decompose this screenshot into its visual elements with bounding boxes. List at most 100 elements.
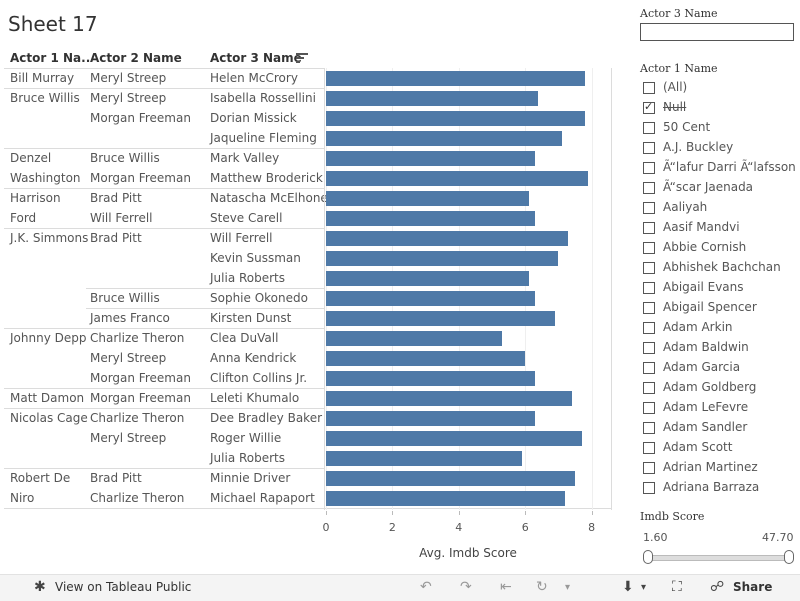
filter-option-label: Adam LeFevre (663, 400, 749, 414)
table-cell-a2: Morgan Freeman (90, 171, 191, 185)
checkbox-icon[interactable] (643, 422, 655, 434)
checkbox-icon[interactable] (643, 122, 655, 134)
checkbox-icon[interactable] (643, 462, 655, 474)
bar[interactable] (326, 270, 529, 286)
share-button[interactable]: Share (733, 580, 773, 594)
x-tick-mark (458, 511, 460, 515)
checkbox-icon[interactable] (643, 262, 655, 274)
sort-icon[interactable] (296, 53, 308, 63)
row-divider (4, 68, 324, 69)
header-actor1[interactable]: Actor 1 Na.. (10, 51, 91, 65)
x-tick-label: 0 (322, 521, 330, 534)
table-cell-a2: Charlize Theron (90, 491, 185, 505)
checkbox-icon[interactable] (643, 142, 655, 154)
checkbox-icon[interactable] (643, 362, 655, 374)
row-divider (4, 388, 324, 389)
bar[interactable] (326, 190, 529, 206)
bar[interactable] (326, 450, 522, 466)
bar[interactable] (326, 390, 572, 406)
checkbox-icon[interactable] (643, 302, 655, 314)
footer-toolbar: ✱ View on Tableau Public ↶ ↷ ⇤ ↻ ▾ ⬇ ▾ ⛶… (0, 574, 800, 601)
checkbox-icon[interactable] (643, 282, 655, 294)
table-cell-a1: J.K. Simmons (10, 231, 89, 245)
bar[interactable] (326, 430, 582, 446)
table-cell-a3: Mark Valley (210, 151, 280, 165)
refresh-dropdown-icon[interactable]: ▾ (565, 582, 571, 593)
imdb-slider-max-handle[interactable] (784, 550, 794, 564)
bar[interactable] (326, 310, 556, 326)
x-tick-mark (525, 511, 527, 515)
gridline (392, 68, 394, 510)
filter-option-label: Abbie Cornish (663, 240, 747, 254)
table-cell-a2: Morgan Freeman (90, 111, 191, 125)
checkbox-icon[interactable] (643, 222, 655, 234)
checkbox-icon[interactable] (643, 342, 655, 354)
redo-icon[interactable]: ↷ (460, 579, 472, 595)
row-divider (4, 228, 324, 229)
bar[interactable] (326, 490, 566, 506)
table-cell-a3: Steve Carell (210, 211, 283, 225)
view-on-tableau-link[interactable]: View on Tableau Public (55, 580, 192, 594)
checkbox-icon[interactable] (643, 182, 655, 194)
table-cell-a3: Anna Kendrick (210, 351, 297, 365)
table-cell-a3: Matthew Broderick (210, 171, 323, 185)
checkbox-icon[interactable] (643, 402, 655, 414)
table-cell-a3: Clifton Collins Jr. (210, 371, 308, 385)
bar[interactable] (326, 170, 589, 186)
gridline (458, 68, 460, 510)
share-icon[interactable]: ☍ (710, 579, 725, 595)
checkbox-icon[interactable] (643, 202, 655, 214)
download-icon[interactable]: ⬇ (622, 579, 634, 595)
sheet-title: Sheet 17 (8, 12, 98, 36)
imdb-slider-track[interactable] (647, 555, 791, 561)
bar[interactable] (326, 250, 559, 266)
table-cell-a2: Meryl Streep (90, 71, 167, 85)
plot-area (324, 68, 612, 510)
checkbox-icon[interactable] (643, 442, 655, 454)
undo-icon[interactable]: ↶ (420, 579, 432, 595)
table-cell-a2: Charlize Theron (90, 411, 185, 425)
bar[interactable] (326, 150, 536, 166)
row-divider (4, 468, 324, 469)
bar[interactable] (326, 290, 536, 306)
checkbox-icon[interactable] (643, 322, 655, 334)
header-actor2[interactable]: Actor 2 Name (90, 51, 182, 65)
table-cell-a2: Meryl Streep (90, 431, 167, 445)
checkbox-icon[interactable] (643, 242, 655, 254)
revert-icon[interactable]: ⇤ (500, 579, 512, 595)
bar[interactable] (326, 410, 536, 426)
download-dropdown-icon[interactable]: ▾ (641, 582, 647, 593)
bar[interactable] (326, 230, 569, 246)
checkbox-icon[interactable] (643, 162, 655, 174)
table-cell-a2: Morgan Freeman (90, 391, 191, 405)
checkbox-icon[interactable] (643, 382, 655, 394)
bar[interactable] (326, 350, 526, 366)
table-cell-a1: Harrison (10, 191, 61, 205)
fullscreen-icon[interactable]: ⛶ (672, 579, 682, 595)
table-cell-a3: Will Ferrell (210, 231, 273, 245)
header-actor3[interactable]: Actor 3 Name (210, 51, 302, 65)
bar[interactable] (326, 90, 539, 106)
refresh-icon[interactable]: ↻ (536, 579, 548, 595)
row-divider (4, 88, 324, 89)
row-divider (4, 408, 324, 409)
table-cell-a3: Jaqueline Fleming (210, 131, 317, 145)
table-cell-a2: Charlize Theron (90, 331, 185, 345)
actor3-search-input[interactable] (640, 23, 794, 41)
imdb-range-max: 47.70 (762, 531, 794, 544)
bar[interactable] (326, 330, 502, 346)
filter-option-label: Adam Baldwin (663, 340, 749, 354)
filter-option-label: Abigail Spencer (663, 300, 757, 314)
table-cell-a3: Michael Rapaport (210, 491, 315, 505)
table-cell-a1: Ford (10, 211, 37, 225)
bar[interactable] (326, 370, 536, 386)
bar[interactable] (326, 470, 575, 486)
bar[interactable] (326, 110, 585, 126)
checkbox-icon[interactable] (643, 482, 655, 494)
checkbox-icon[interactable] (643, 82, 655, 94)
bar[interactable] (326, 210, 536, 226)
imdb-slider-min-handle[interactable] (643, 550, 653, 564)
checkbox-checked-icon[interactable] (643, 100, 655, 114)
bar[interactable] (326, 70, 585, 86)
bar[interactable] (326, 130, 562, 146)
